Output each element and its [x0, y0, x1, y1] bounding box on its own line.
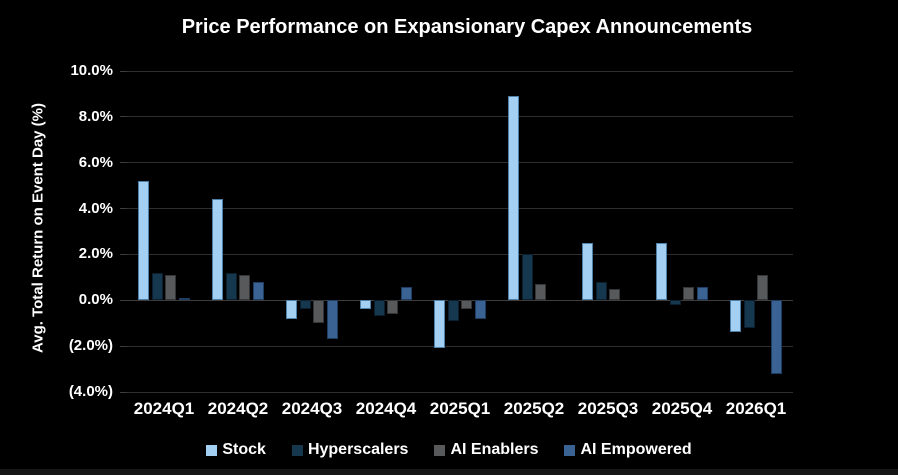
bar-ai-enablers-2025q3 — [609, 288, 621, 301]
bar-stock-2024q4 — [359, 300, 371, 310]
legend-swatch-hyperscalers — [291, 444, 303, 456]
bar-stock-2026q1 — [729, 300, 741, 333]
x-axis-label-2026q1: 2026Q1 — [725, 399, 787, 418]
bar-hyperscalers-2024q2 — [225, 272, 237, 301]
bar-ai-enablers-2024q4 — [387, 300, 399, 315]
bar-ai-empowered-2026q1 — [771, 300, 783, 374]
gridline — [127, 208, 793, 210]
legend-label-ai-empowered: AI Empowered — [580, 441, 692, 458]
bar-stock-2025q3 — [581, 242, 593, 301]
y-axis-tick-label: 2.0% — [78, 245, 113, 263]
legend-label-hyperscalers: Hyperscalers — [307, 441, 409, 458]
bar-ai-enablers-2024q3 — [313, 300, 325, 324]
y-axis-tick-label: 4.0% — [78, 199, 113, 217]
x-axis-label-2025q3: 2025Q3 — [577, 399, 639, 418]
x-axis-label-2025q2: 2025Q2 — [503, 399, 565, 418]
x-axis-label-2024q2: 2024Q2 — [207, 399, 269, 418]
legend-swatch-stock — [206, 444, 218, 456]
gridline — [127, 162, 793, 164]
y-axis-tickmark — [120, 345, 127, 347]
gridline — [127, 345, 793, 347]
legend-item-hyperscalers: Hyperscalers — [291, 441, 409, 459]
y-axis-tickmark — [120, 253, 127, 255]
bar-stock-2025q2 — [507, 96, 519, 301]
legend-item-ai-empowered: AI Empowered — [564, 441, 692, 459]
x-axis-label-2025q1: 2025Q1 — [429, 399, 491, 418]
gridline — [127, 70, 793, 72]
bar-stock-2024q2 — [211, 199, 223, 301]
gridline — [127, 391, 793, 393]
bar-ai-empowered-2025q1 — [475, 300, 487, 319]
legend-swatch-ai-enablers — [434, 444, 446, 456]
x-axis-label-2024q3: 2024Q3 — [281, 399, 343, 418]
bar-hyperscalers-2024q3 — [299, 300, 311, 310]
legend-item-ai-enablers: AI Enablers — [434, 441, 538, 459]
y-axis-tick-label: (2.0%) — [68, 337, 113, 355]
bar-ai-enablers-2025q1 — [461, 300, 473, 310]
y-axis-tickmark — [120, 70, 127, 72]
x-axis-label-2025q4: 2025Q4 — [651, 399, 713, 418]
bar-hyperscalers-2024q1 — [151, 272, 163, 301]
zero-gridline — [127, 299, 793, 301]
bar-ai-empowered-2024q1 — [179, 297, 191, 301]
legend-label-ai-enablers: AI Enablers — [450, 441, 539, 458]
y-axis-tickmark — [120, 208, 127, 210]
chart-title: Price Performance on Expansionary Capex … — [181, 16, 753, 38]
y-axis-tick-label: 0.0% — [78, 291, 113, 309]
legend-swatch-ai-empowered — [564, 444, 576, 456]
bar-stock-2025q1 — [433, 300, 445, 349]
x-axis-label-2024q4: 2024Q4 — [355, 399, 417, 418]
bar-hyperscalers-2025q2 — [521, 254, 533, 301]
bottom-edge-strip — [0, 469, 898, 475]
bar-stock-2024q1 — [137, 181, 149, 301]
bar-stock-2024q3 — [285, 300, 297, 319]
y-axis-tick-label: 8.0% — [78, 107, 113, 125]
bar-ai-empowered-2024q2 — [253, 281, 265, 301]
bar-hyperscalers-2025q3 — [595, 281, 607, 301]
bar-hyperscalers-2025q1 — [447, 300, 459, 321]
legend: Stock Hyperscalers AI Enablers AI Empowe… — [0, 441, 898, 459]
y-axis-tickmark — [120, 391, 127, 393]
y-axis-tick-label: (4.0%) — [68, 383, 113, 400]
bar-ai-enablers-2024q2 — [239, 275, 251, 301]
bar-hyperscalers-2026q1 — [743, 300, 755, 328]
bar-ai-empowered-2024q3 — [327, 300, 339, 340]
y-axis-title: Avg. Total Return on Event Day (%) — [29, 102, 47, 354]
bar-stock-2025q4 — [655, 242, 667, 301]
legend-item-stock: Stock — [206, 441, 266, 459]
bar-ai-empowered-2025q4 — [697, 286, 709, 301]
legend-label-stock: Stock — [222, 441, 266, 458]
gridline — [127, 116, 793, 118]
bar-ai-enablers-2025q2 — [535, 284, 547, 301]
y-axis-tickmark — [120, 299, 127, 301]
y-axis-tickmark — [120, 116, 127, 118]
y-axis-tick-label: 6.0% — [78, 153, 113, 171]
y-axis-tickmark — [120, 162, 127, 164]
bar-ai-enablers-2026q1 — [757, 275, 769, 301]
bar-ai-enablers-2025q4 — [683, 286, 695, 301]
gridline — [127, 253, 793, 255]
bar-hyperscalers-2024q4 — [373, 300, 385, 317]
bar-ai-enablers-2024q1 — [165, 275, 177, 301]
x-axis-label-2024q1: 2024Q1 — [133, 399, 195, 418]
y-axis-tick-label: 10.0% — [70, 62, 113, 79]
bar-hyperscalers-2025q4 — [669, 300, 681, 305]
bar-ai-empowered-2024q4 — [401, 286, 413, 301]
